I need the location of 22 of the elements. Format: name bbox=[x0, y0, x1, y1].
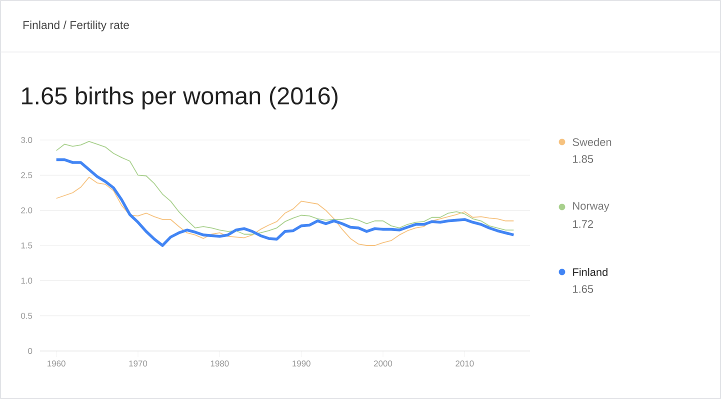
x-tick-label: 1960 bbox=[48, 360, 66, 367]
legend-label: Finland bbox=[573, 268, 608, 276]
y-tick-label: 0 bbox=[28, 348, 32, 354]
legend-label: Sweden bbox=[572, 138, 612, 146]
y-tick-label: 2.0 bbox=[21, 207, 32, 214]
y-tick-label: 0.5 bbox=[21, 312, 32, 319]
text: 1.72 bbox=[573, 220, 593, 228]
text: 1.85 bbox=[573, 155, 594, 163]
legend-label: Norway bbox=[573, 202, 610, 212]
x-tick-label: 2000 bbox=[374, 360, 392, 367]
x-tick-label: 1970 bbox=[129, 360, 148, 367]
x-tick-label: 1980 bbox=[210, 360, 229, 367]
y-tick-label: 3.0 bbox=[21, 137, 32, 143]
x-tick-label: 2010 bbox=[456, 360, 474, 367]
x-tick-label: 1990 bbox=[292, 360, 310, 367]
y-tick-label: 1.0 bbox=[21, 278, 32, 284]
y-tick-label: 2.5 bbox=[21, 172, 32, 178]
line-series bbox=[56, 140, 514, 235]
y-tick-label: 1.5 bbox=[21, 242, 32, 248]
text: 1.65 bbox=[573, 285, 594, 293]
chart-title: 1.65 births per woman (2016) bbox=[22, 86, 338, 110]
chart-subtitle: Finland / Fertility rate bbox=[23, 20, 129, 32]
